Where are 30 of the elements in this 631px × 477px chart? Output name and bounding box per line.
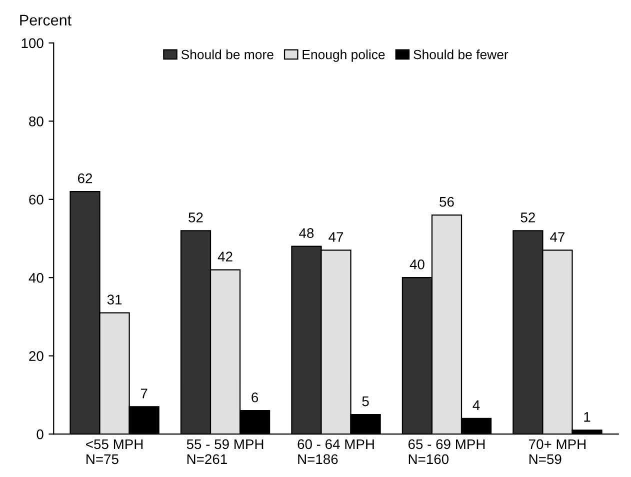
- data-label: 31: [107, 294, 122, 305]
- y-tick-label: 0: [36, 429, 44, 440]
- data-label: 47: [550, 232, 565, 242]
- data-label: 40: [410, 259, 424, 270]
- x-tick-label: <55 MPH N=75: [86, 439, 143, 464]
- data-label: 7: [140, 388, 148, 398]
- data-label: 47: [328, 232, 344, 242]
- data-label: 52: [520, 212, 535, 222]
- x-tick-label: 55 - 59 MPH N=261: [186, 439, 264, 464]
- y-tick-label: 20: [29, 351, 44, 362]
- legend-label: Should be fewer: [414, 50, 508, 60]
- y-axis-title: Percent: [20, 14, 72, 26]
- legend-label: Should be more: [181, 50, 274, 60]
- data-label: 56: [440, 196, 454, 207]
- y-tick-label: 60: [29, 194, 44, 205]
- data-label: 6: [252, 392, 258, 402]
- x-tick-label: 60 - 64 MPH N=186: [298, 439, 374, 464]
- data-label: 52: [188, 212, 203, 222]
- data-label: 42: [218, 252, 232, 262]
- legend-label: Enough police: [302, 50, 385, 62]
- y-tick-label: 40: [28, 272, 44, 283]
- y-tick-label: 80: [29, 116, 44, 126]
- x-tick-label: 65 - 69 MPH N=160: [408, 439, 485, 464]
- data-label: 5: [362, 396, 369, 406]
- y-tick-label: 100: [22, 38, 44, 48]
- data-label: 4: [472, 400, 480, 410]
- data-label: 1: [584, 412, 590, 422]
- data-label: 62: [78, 173, 92, 184]
- data-label: 48: [299, 228, 314, 238]
- x-tick-label: 70+ MPH N=59: [529, 439, 586, 464]
